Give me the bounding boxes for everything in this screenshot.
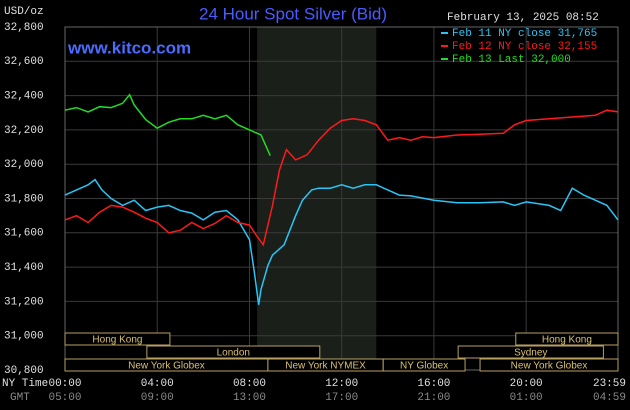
y-tick-label: 32,000 bbox=[4, 159, 44, 171]
series-line bbox=[64, 109, 619, 247]
x2-row-label: GMT bbox=[10, 392, 30, 404]
y-tick-label: 31,600 bbox=[4, 228, 44, 240]
series-line bbox=[64, 178, 619, 305]
y-tick-label: 31,000 bbox=[4, 331, 44, 343]
x-tick-label: 23:59 bbox=[593, 378, 626, 390]
session-label: Hong Kong bbox=[542, 335, 592, 346]
x-tick-label: 00:00 bbox=[48, 378, 81, 390]
y-tick-label: 31,200 bbox=[4, 296, 44, 308]
x2-tick-label: 13:00 bbox=[233, 392, 266, 404]
session-label: Sydney bbox=[514, 348, 547, 359]
legend-entry: Feb 13 Last 32,000 bbox=[452, 54, 571, 66]
x-tick-label: 08:00 bbox=[233, 378, 266, 390]
session-label: Hong Kong bbox=[92, 335, 142, 346]
x2-tick-label: 09:00 bbox=[141, 392, 174, 404]
y-tick-label: 32,200 bbox=[4, 125, 44, 137]
y-tick-label: 31,800 bbox=[4, 193, 44, 205]
y-tick-label: 32,600 bbox=[4, 56, 44, 68]
session-bar bbox=[479, 358, 619, 372]
x2-tick-label: 21:00 bbox=[417, 392, 450, 404]
x2-tick-label: 04:59 bbox=[593, 392, 626, 404]
session-bar bbox=[146, 345, 321, 359]
watermark: www.kitco.com bbox=[67, 38, 191, 57]
session-label: New York Globex bbox=[511, 361, 588, 372]
y-unit: USD/oz bbox=[4, 6, 44, 18]
session-bar bbox=[64, 332, 171, 346]
session-bar bbox=[382, 358, 466, 372]
session-bar bbox=[515, 332, 619, 346]
chart-title: 24 Hour Spot Silver (Bid) bbox=[199, 4, 387, 23]
session-label: New York Globex bbox=[128, 361, 205, 372]
x-tick-label: 12:00 bbox=[325, 378, 358, 390]
y-tick-label: 32,400 bbox=[4, 91, 44, 103]
x2-tick-label: 05:00 bbox=[48, 392, 81, 404]
legend-entry: Feb 12 NY close 32,155 bbox=[452, 41, 597, 53]
session-label: London bbox=[217, 348, 250, 359]
x2-tick-label: 01:00 bbox=[510, 392, 543, 404]
y-tick-label: 32,800 bbox=[4, 22, 44, 34]
x2-tick-label: 17:00 bbox=[325, 392, 358, 404]
x-tick-label: 16:00 bbox=[417, 378, 450, 390]
session-bar bbox=[457, 345, 604, 359]
series-line bbox=[64, 93, 271, 156]
timestamp: February 13, 2025 08:52 bbox=[447, 12, 599, 24]
legend-entry: Feb 11 NY close 31,765 bbox=[452, 28, 597, 40]
x-tick-label: 04:00 bbox=[141, 378, 174, 390]
x-tick-label: 20:00 bbox=[510, 378, 543, 390]
y-tick-label: 30,800 bbox=[4, 365, 44, 377]
y-tick-label: 31,400 bbox=[4, 262, 44, 274]
session-label: NY Globex bbox=[400, 361, 448, 372]
x-row-label: NY Time bbox=[2, 378, 48, 390]
session-label: New York NYMEX bbox=[285, 361, 366, 372]
